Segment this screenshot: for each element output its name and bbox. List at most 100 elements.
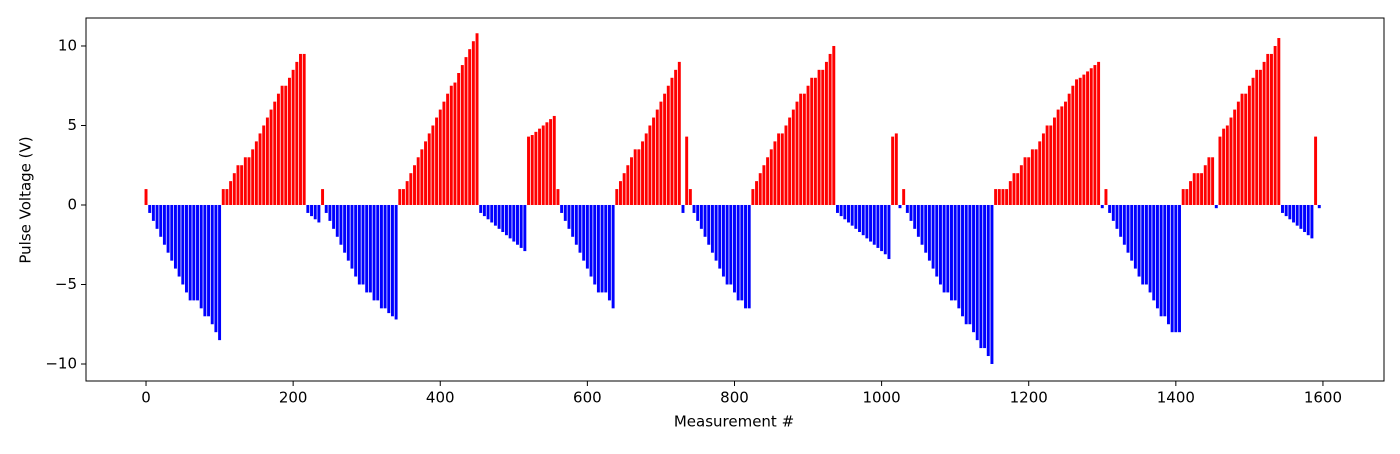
- bar: [1284, 204, 1288, 217]
- bar: [1163, 204, 1167, 317]
- bar: [744, 204, 747, 309]
- bar: [155, 204, 159, 229]
- bar: [420, 149, 424, 205]
- bar: [1064, 101, 1067, 205]
- bar: [644, 133, 648, 205]
- bar: [1148, 204, 1152, 293]
- y-tick-label: −10: [45, 354, 77, 372]
- bar: [611, 204, 615, 309]
- bar: [416, 157, 420, 205]
- bar: [493, 204, 497, 226]
- bar: [328, 204, 332, 221]
- bar: [1045, 125, 1049, 205]
- bar: [1016, 173, 1020, 205]
- bar: [905, 204, 909, 213]
- bar: [942, 204, 946, 293]
- bar: [1012, 173, 1016, 205]
- bar: [365, 204, 369, 293]
- bar: [276, 93, 280, 205]
- bar: [1060, 106, 1064, 205]
- bar: [527, 136, 530, 205]
- bar: [1170, 204, 1174, 333]
- bar: [1240, 93, 1244, 205]
- bar: [317, 204, 321, 223]
- bar: [751, 189, 755, 205]
- bar: [1155, 204, 1159, 309]
- bar: [1052, 117, 1056, 205]
- bar: [652, 117, 656, 205]
- bar: [659, 101, 663, 205]
- bar: [975, 204, 979, 341]
- bar: [530, 135, 534, 205]
- bar: [519, 204, 523, 248]
- bar: [229, 181, 233, 205]
- bar: [192, 204, 196, 301]
- bar: [1071, 85, 1075, 205]
- bar: [1133, 204, 1137, 269]
- x-tick-label: 1200: [1010, 389, 1048, 407]
- bar: [1126, 204, 1130, 253]
- bar: [703, 204, 707, 237]
- bar: [1078, 77, 1082, 205]
- bar: [626, 165, 630, 205]
- bar: [813, 77, 817, 205]
- bar: [413, 165, 416, 205]
- bar: [379, 204, 383, 309]
- bar: [740, 204, 744, 301]
- bar: [243, 157, 247, 205]
- bar: [961, 204, 964, 317]
- bar: [240, 165, 244, 205]
- bar: [946, 204, 950, 293]
- bar: [1111, 204, 1115, 221]
- bar: [1281, 204, 1284, 213]
- bar: [265, 117, 269, 205]
- bar: [585, 204, 589, 269]
- bar: [464, 57, 468, 205]
- bar: [1086, 71, 1090, 205]
- bar: [1001, 189, 1005, 205]
- bar: [1214, 204, 1218, 209]
- bar: [1075, 79, 1078, 205]
- bar: [1034, 149, 1038, 205]
- bar: [1030, 149, 1034, 205]
- bar: [747, 204, 751, 309]
- bar: [872, 204, 876, 245]
- bar: [571, 204, 575, 237]
- bar: [777, 133, 781, 205]
- bar: [1233, 109, 1237, 205]
- bar: [920, 204, 924, 245]
- bar: [1229, 117, 1233, 205]
- bar: [1258, 69, 1262, 205]
- bar: [1178, 204, 1181, 333]
- bar: [806, 85, 810, 205]
- bar: [490, 204, 494, 223]
- bar: [446, 93, 450, 205]
- bar: [1137, 204, 1141, 277]
- bar: [402, 189, 405, 205]
- bar: [159, 204, 163, 237]
- bar: [346, 204, 350, 261]
- bar: [902, 189, 906, 205]
- bar: [486, 204, 490, 220]
- bar: [990, 204, 994, 364]
- bar: [1089, 68, 1093, 205]
- bar: [563, 204, 567, 221]
- bar: [880, 204, 884, 252]
- bar: [1303, 204, 1307, 233]
- bar: [225, 189, 229, 205]
- bar: [600, 204, 604, 293]
- x-tick-label: 1400: [1157, 389, 1195, 407]
- bar: [427, 133, 431, 205]
- bar: [607, 204, 611, 301]
- bar: [394, 204, 398, 320]
- bar: [707, 204, 711, 245]
- bar: [615, 189, 619, 205]
- bar: [755, 181, 759, 205]
- bar: [1196, 173, 1200, 205]
- bar: [688, 189, 692, 205]
- bar: [258, 133, 262, 205]
- bar: [321, 189, 325, 205]
- bar: [284, 85, 288, 205]
- bar: [891, 136, 895, 205]
- bar: [181, 204, 185, 285]
